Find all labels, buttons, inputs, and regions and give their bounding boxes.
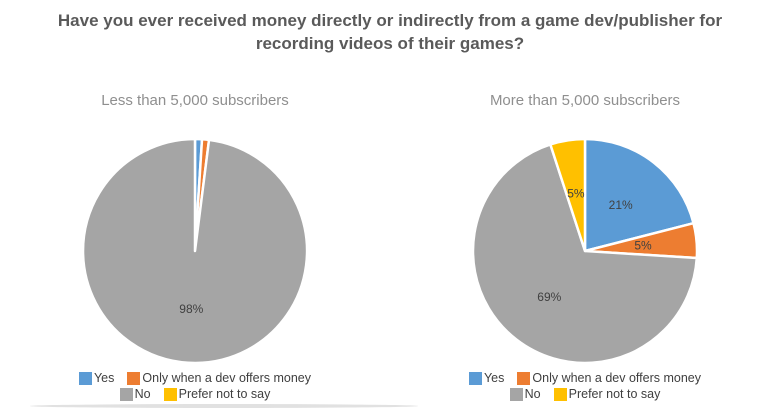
pie-slice-label: 21% bbox=[609, 198, 633, 212]
legend-label-yes: Yes bbox=[483, 371, 505, 385]
chart-panel-less-than-5000: Less than 5,000 subscribers 98% Yes Only… bbox=[0, 55, 390, 403]
legend-left: Yes Only when a dev offers money No Pref… bbox=[78, 371, 311, 403]
legend-item-no: No bbox=[509, 387, 541, 402]
chart-subtitle-right: More than 5,000 subscribers bbox=[489, 92, 681, 109]
chart-subtitle-left: Less than 5,000 subscribers bbox=[101, 92, 289, 109]
legend-label-no: No bbox=[134, 387, 151, 401]
pie-slice-no bbox=[471, 143, 699, 365]
legend-item-only-when-dev-offers: Only when a dev offers money bbox=[517, 371, 701, 386]
legend-swatch-only-when-dev-offers bbox=[127, 372, 141, 385]
pie-chart-more-than-5000: 21% 5% 69% 5% bbox=[471, 137, 699, 365]
pie-slice-yes bbox=[583, 137, 695, 253]
legend-swatch-prefer-not-to-say bbox=[163, 388, 177, 401]
chart-title: Have you ever received money directly or… bbox=[57, 11, 723, 53]
legend-swatch-yes bbox=[78, 372, 92, 385]
legend-label-no: No bbox=[524, 387, 541, 401]
legend-item-no: No bbox=[119, 387, 151, 402]
legend-item-yes: Yes bbox=[78, 371, 115, 386]
pie-slice-label: 98% bbox=[179, 302, 203, 316]
pie-slice-label: 5% bbox=[634, 239, 652, 253]
legend-swatch-no bbox=[509, 388, 523, 401]
pie-slice-prefer-not-to-say bbox=[549, 137, 587, 253]
legend-swatch-only-when-dev-offers bbox=[517, 372, 531, 385]
legend-label-prefer-not-to-say: Prefer not to say bbox=[178, 387, 271, 401]
legend-item-only-when-dev-offers: Only when a dev offers money bbox=[127, 371, 311, 386]
legend-row: No Prefer not to say bbox=[509, 387, 661, 402]
pie-slice-no bbox=[81, 137, 309, 365]
legend-item-prefer-not-to-say: Prefer not to say bbox=[553, 387, 661, 402]
charts-row: Less than 5,000 subscribers 98% Yes Only… bbox=[0, 55, 780, 403]
legend-label-yes: Yes bbox=[93, 371, 115, 385]
legend-item-yes: Yes bbox=[468, 371, 505, 386]
legend-row: No Prefer not to say bbox=[119, 387, 271, 402]
legend-row: Yes Only when a dev offers money bbox=[468, 371, 701, 386]
legend-swatch-no bbox=[119, 388, 133, 401]
cropped-chart-edge-artifact bbox=[30, 404, 418, 408]
legend-label-only-when-dev-offers: Only when a dev offers money bbox=[532, 371, 702, 385]
legend-right: Yes Only when a dev offers money No Pref… bbox=[468, 371, 701, 403]
pie-slice-label: 5% bbox=[567, 187, 585, 201]
legend-row: Yes Only when a dev offers money bbox=[78, 371, 311, 386]
legend-swatch-yes bbox=[468, 372, 482, 385]
legend-item-prefer-not-to-say: Prefer not to say bbox=[163, 387, 271, 402]
legend-label-prefer-not-to-say: Prefer not to say bbox=[568, 387, 661, 401]
chart-panel-more-than-5000: More than 5,000 subscribers 21% 5% 69% 5% Y… bbox=[390, 55, 780, 403]
legend-swatch-prefer-not-to-say bbox=[553, 388, 567, 401]
pie-slice-label: 69% bbox=[537, 290, 561, 304]
pie-chart-less-than-5000: 98% bbox=[81, 137, 309, 365]
legend-label-only-when-dev-offers: Only when a dev offers money bbox=[142, 371, 312, 385]
